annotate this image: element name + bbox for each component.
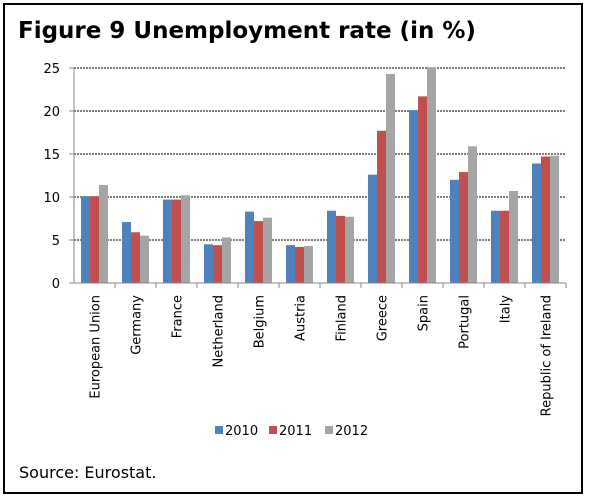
category-label: Belgium: [253, 295, 268, 348]
legend: 2010 2011 2012: [215, 424, 368, 439]
category-label: Greece: [376, 295, 391, 341]
bar-2012: [140, 235, 149, 283]
chart-title: Figure 9 Unemployment rate (in %): [18, 18, 476, 44]
category-label: Germany: [130, 295, 145, 355]
bar-2012: [427, 67, 436, 283]
bar-2011: [254, 221, 263, 283]
bar-2010: [368, 174, 377, 283]
bar-2010: [491, 210, 500, 283]
axes: [73, 68, 566, 284]
legend-swatch-2011: [269, 426, 277, 434]
y-tick-label: 5: [52, 234, 60, 249]
category-label: Spain: [417, 295, 432, 331]
bar-2010: [409, 110, 418, 283]
bar-2012: [468, 146, 477, 283]
bar-2010: [81, 196, 90, 283]
category-label: European Union: [89, 295, 104, 399]
legend-label-2012: 2012: [335, 424, 368, 439]
bar-2010: [286, 245, 295, 283]
y-tick-label: 15: [43, 148, 60, 163]
bar-2011: [90, 196, 99, 283]
bars: [81, 67, 567, 288]
bar-2012: [263, 217, 272, 283]
y-tick-label: 20: [43, 105, 60, 120]
bar-2010: [245, 211, 254, 283]
bar-2011: [172, 199, 181, 283]
bar-2010: [327, 210, 336, 283]
bar-2012: [509, 190, 518, 283]
source-note: Source: Eurostat.: [19, 463, 157, 482]
bar-2012: [181, 195, 190, 283]
legend-label-2010: 2010: [225, 424, 258, 439]
bar-2010: [122, 221, 131, 283]
legend-swatch-2012: [325, 426, 333, 434]
category-label: Austria: [294, 295, 309, 341]
gridlines: [69, 67, 566, 284]
bar-2012: [99, 184, 108, 283]
bar-2012: [550, 155, 559, 283]
category-label: Netherland: [212, 295, 227, 367]
bar-2011: [213, 245, 222, 283]
bar-2012: [222, 237, 231, 283]
y-tick-label: 10: [43, 191, 60, 206]
y-tick-labels: 0 5 10 15 20 25: [43, 62, 60, 292]
category-labels: European Union Germany France Netherland Bel…: [89, 295, 555, 417]
bar-2010: [204, 244, 213, 283]
bar-2011: [295, 246, 304, 283]
bar-2011: [418, 96, 427, 283]
category-label: Italy: [499, 295, 514, 324]
bar-2012: [304, 246, 313, 283]
legend-label-2011: 2011: [279, 424, 312, 439]
y-tick-label: 25: [43, 62, 60, 77]
bar-2010: [163, 199, 172, 283]
bar-2011: [377, 130, 386, 283]
bar-2011: [131, 232, 140, 283]
bar-2011: [500, 210, 509, 283]
bar-2011: [541, 156, 550, 283]
y-tick-label: 0: [52, 277, 60, 292]
category-label: Portugal: [458, 295, 473, 349]
bar-2011: [336, 215, 345, 283]
category-label: Republic of Ireland: [540, 295, 555, 416]
bar-2010: [450, 179, 459, 283]
bar-2012: [345, 216, 354, 283]
bar-2012: [386, 74, 395, 284]
bar-2011: [459, 172, 468, 283]
category-label: France: [171, 295, 186, 338]
legend-swatch-2010: [215, 426, 223, 434]
category-label: Finland: [335, 295, 350, 341]
bar-2010: [532, 163, 541, 283]
